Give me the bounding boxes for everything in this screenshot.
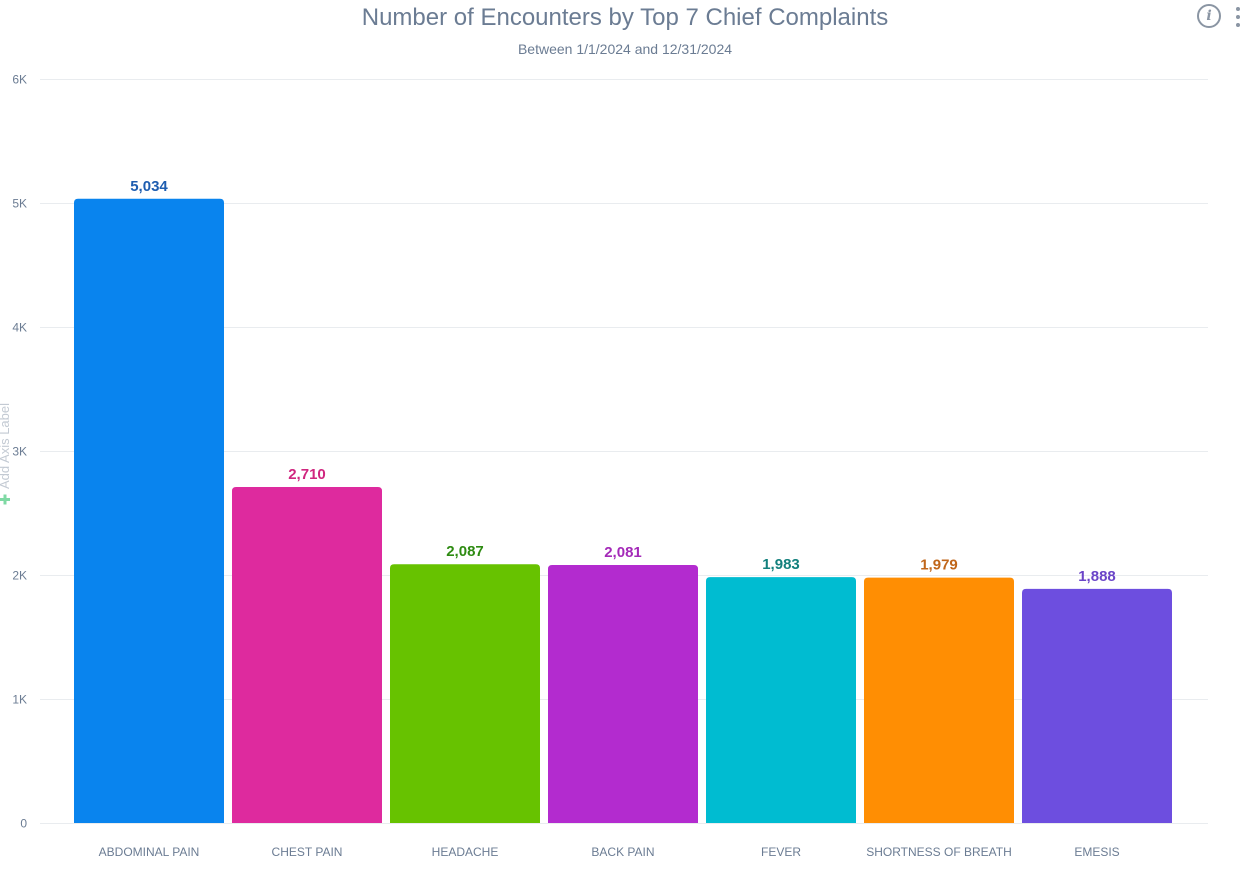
info-icon[interactable]: i (1197, 4, 1221, 28)
menu-dot (1236, 7, 1240, 11)
chart-title: Number of Encounters by Top 7 Chief Comp… (362, 4, 889, 31)
menu-dot (1236, 23, 1240, 27)
data-label: 1,983 (762, 556, 800, 573)
more-vertical-icon[interactable] (1231, 4, 1245, 30)
bar[interactable] (390, 564, 540, 823)
data-label: 2,081 (604, 544, 642, 561)
data-label: 1,888 (1078, 568, 1116, 585)
menu-dot (1236, 15, 1240, 19)
bar[interactable] (74, 198, 224, 823)
add-axis-label-text[interactable]: Add Axis Label (0, 403, 12, 489)
x-axis-ticks: ABDOMINAL PAIN CHEST PAIN HEADACHE BACK PAI… (99, 845, 1120, 859)
y-tick-label: 0 (20, 817, 27, 831)
bar[interactable] (548, 564, 698, 823)
bar[interactable] (1022, 588, 1172, 823)
bar[interactable] (864, 577, 1014, 823)
bars (74, 198, 1172, 823)
x-tick-label: EMESIS (1074, 845, 1119, 859)
y-tick-label: 5K (12, 197, 27, 211)
y-tick-label: 1K (12, 693, 27, 707)
y-tick-label: 3K (12, 445, 27, 459)
plus-icon[interactable] (0, 494, 10, 505)
data-label: 2,087 (446, 543, 484, 560)
chart-subtitle: Between 1/1/2024 and 12/31/2024 (518, 41, 732, 57)
x-tick-label: BACK PAIN (591, 845, 654, 859)
x-tick-label: CHEST PAIN (272, 845, 343, 859)
bar[interactable] (706, 577, 856, 823)
x-tick-label: HEADACHE (432, 845, 499, 859)
bar[interactable] (232, 486, 382, 823)
x-tick-label: SHORTNESS OF BREATH (866, 845, 1012, 859)
data-label: 2,710 (288, 466, 326, 483)
data-label: 5,034 (130, 178, 168, 195)
add-axis-label-button[interactable]: Add Axis Label (0, 403, 12, 505)
data-label: 1,979 (920, 557, 958, 574)
x-tick-label: FEVER (761, 845, 801, 859)
data-labels: 5,034 2,710 2,087 2,081 1,983 1,979 1,888 (130, 178, 1116, 585)
y-tick-label: 4K (12, 321, 27, 335)
y-axis-ticks: 0 1K 2K 3K 4K 5K 6K (12, 73, 27, 831)
x-tick-label: ABDOMINAL PAIN (99, 845, 200, 859)
y-tick-label: 2K (12, 569, 27, 583)
y-tick-label: 6K (12, 73, 27, 87)
